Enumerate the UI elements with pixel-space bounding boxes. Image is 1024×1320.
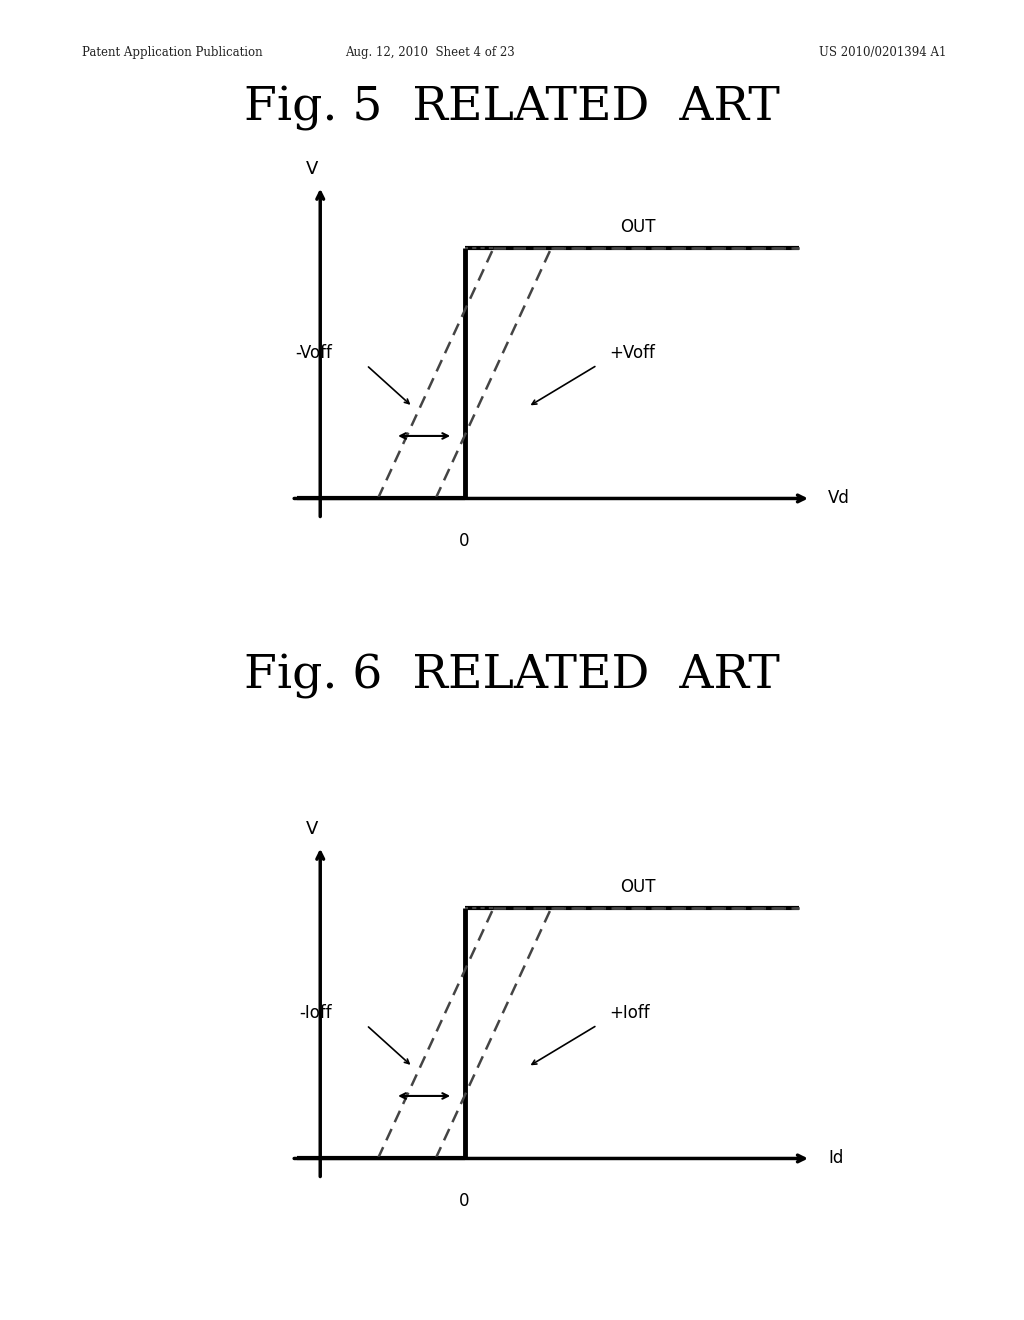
Text: +Voff: +Voff bbox=[609, 343, 654, 362]
Text: -Voff: -Voff bbox=[295, 343, 332, 362]
Text: Id: Id bbox=[828, 1150, 844, 1167]
Text: +Ioff: +Ioff bbox=[609, 1003, 649, 1022]
Text: 0: 0 bbox=[460, 532, 470, 550]
Text: -Ioff: -Ioff bbox=[299, 1003, 332, 1022]
Text: Fig. 5  RELATED  ART: Fig. 5 RELATED ART bbox=[244, 86, 780, 131]
Text: 0: 0 bbox=[460, 1192, 470, 1210]
Text: US 2010/0201394 A1: US 2010/0201394 A1 bbox=[819, 46, 946, 59]
Text: Patent Application Publication: Patent Application Publication bbox=[82, 46, 262, 59]
Text: Aug. 12, 2010  Sheet 4 of 23: Aug. 12, 2010 Sheet 4 of 23 bbox=[345, 46, 515, 59]
Text: V: V bbox=[305, 160, 317, 177]
Text: Vd: Vd bbox=[828, 490, 850, 507]
Text: Fig. 6  RELATED  ART: Fig. 6 RELATED ART bbox=[244, 653, 780, 698]
Text: OUT: OUT bbox=[620, 878, 655, 896]
Text: OUT: OUT bbox=[620, 218, 655, 236]
Text: V: V bbox=[305, 820, 317, 837]
